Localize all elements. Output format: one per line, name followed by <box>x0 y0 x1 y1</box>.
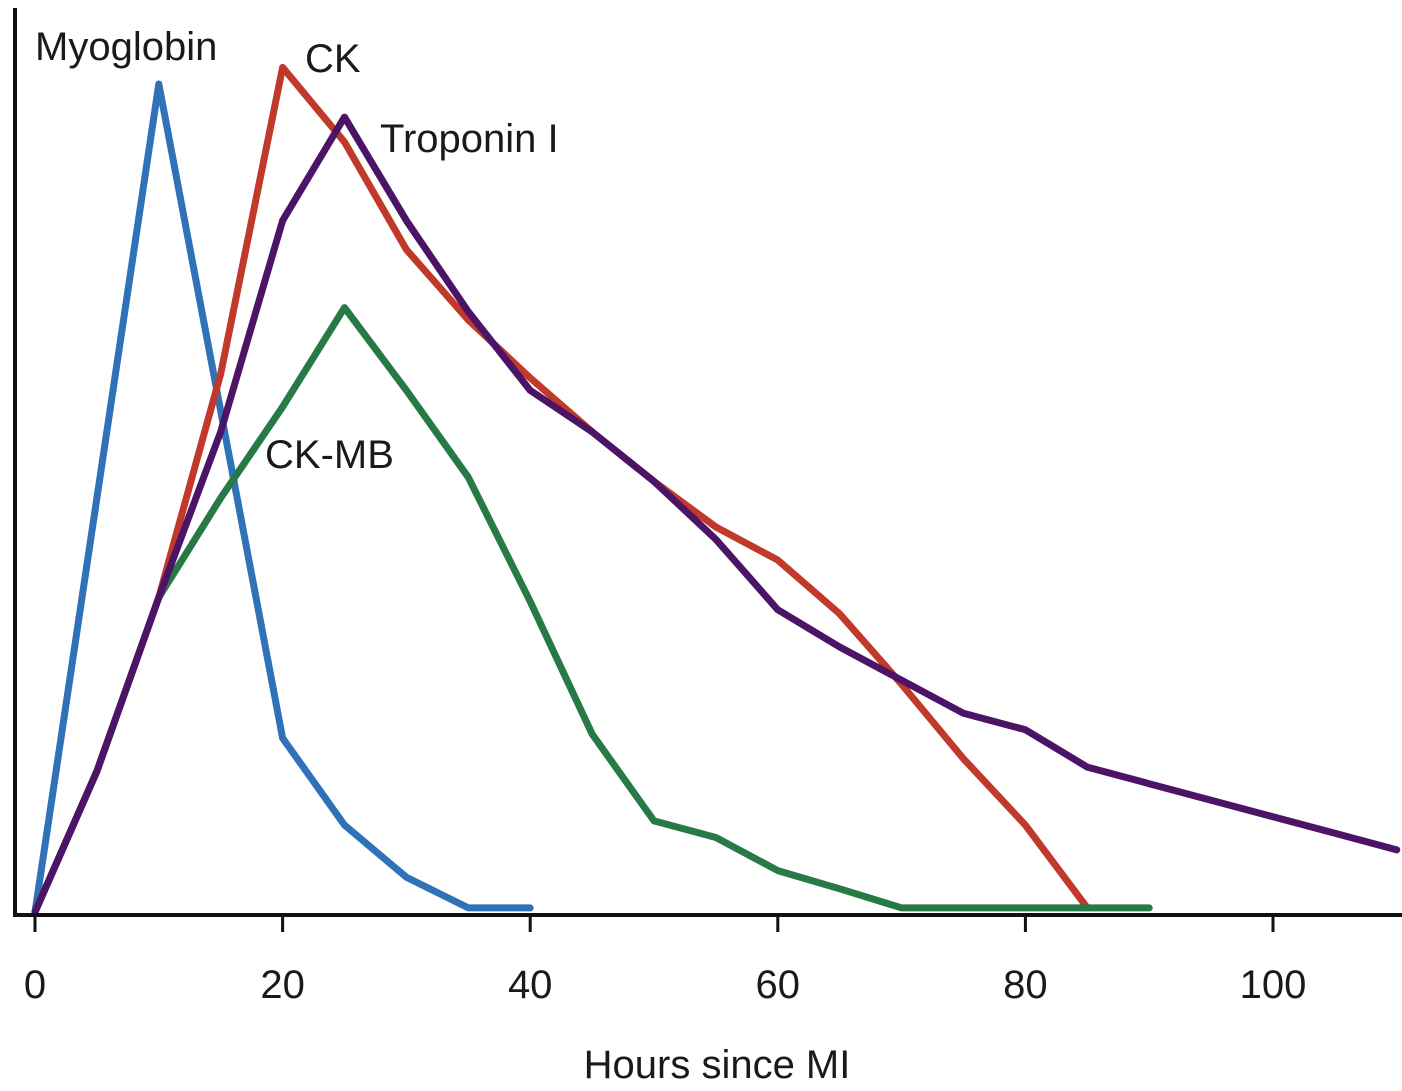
series-line-troponin-i <box>31 113 1401 916</box>
x-axis-label: Hours since MI <box>584 1043 851 1087</box>
series-line-myoglobin <box>31 80 534 916</box>
x-tick-label: 20 <box>260 963 305 1007</box>
x-tick-label: 100 <box>1240 963 1307 1007</box>
series-label-ck: CK <box>305 37 361 81</box>
series-line-ck <box>31 63 1091 916</box>
series-label-troponin-i: Troponin I <box>380 117 559 161</box>
series-line-ck-mb <box>31 304 1153 916</box>
series-label-myoglobin: Myoglobin <box>35 25 217 69</box>
series-label-ck-mb: CK-MB <box>265 433 394 477</box>
x-tick-label: 80 <box>1003 963 1048 1007</box>
x-tick-label: 40 <box>508 963 553 1007</box>
series-group <box>31 63 1401 916</box>
x-ticks: 0 20 40 60 80 100 <box>24 915 1307 1007</box>
x-tick-label: 60 <box>756 963 801 1007</box>
x-tick-label: 0 <box>24 963 46 1007</box>
